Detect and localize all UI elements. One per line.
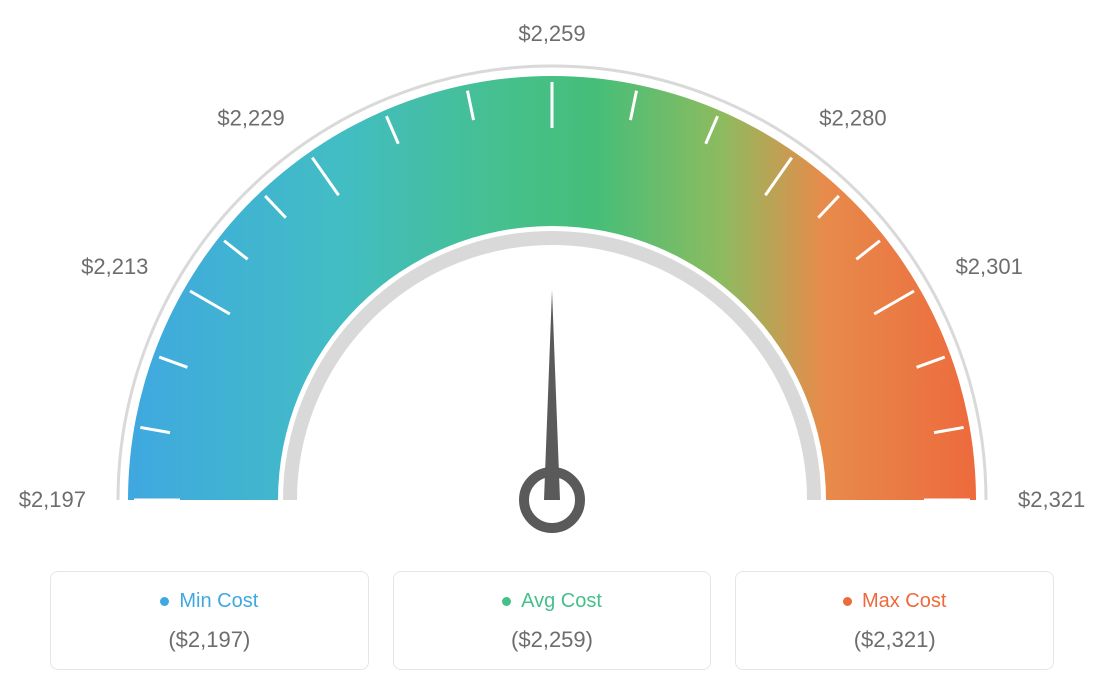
max-cost-label: Max Cost	[862, 590, 946, 613]
avg-cost-value: ($2,259)	[414, 627, 691, 653]
svg-text:$2,301: $2,301	[956, 254, 1023, 279]
chart-container: $2,197 $2,213 $2,229 $2,259 $2,280 $2,301 $2,3…	[0, 0, 1104, 690]
avg-cost-label: Avg Cost	[521, 590, 602, 613]
gauge-svg: $2,197 $2,213 $2,229 $2,259 $2,280 $2,301 $2,3…	[0, 0, 1104, 560]
min-cost-label-row: Min Cost	[71, 590, 348, 613]
svg-text:$2,321: $2,321	[1018, 487, 1085, 512]
svg-text:$2,280: $2,280	[819, 105, 886, 130]
svg-text:$2,229: $2,229	[217, 105, 284, 130]
svg-text:$2,213: $2,213	[81, 254, 148, 279]
avg-cost-dot	[502, 597, 511, 606]
svg-text:$2,259: $2,259	[518, 21, 585, 46]
min-cost-box: Min Cost ($2,197)	[50, 571, 369, 670]
max-cost-label-row: Max Cost	[756, 590, 1033, 613]
cost-boxes-row: Min Cost ($2,197) Avg Cost ($2,259) Max …	[50, 571, 1054, 670]
gauge: $2,197 $2,213 $2,229 $2,259 $2,280 $2,301 $2,3…	[0, 0, 1104, 560]
min-cost-label: Min Cost	[179, 590, 258, 613]
avg-cost-label-row: Avg Cost	[414, 590, 691, 613]
min-cost-dot	[160, 597, 169, 606]
min-cost-value: ($2,197)	[71, 627, 348, 653]
avg-cost-box: Avg Cost ($2,259)	[393, 571, 712, 670]
max-cost-box: Max Cost ($2,321)	[735, 571, 1054, 670]
max-cost-dot	[843, 597, 852, 606]
svg-text:$2,197: $2,197	[19, 487, 86, 512]
max-cost-value: ($2,321)	[756, 627, 1033, 653]
